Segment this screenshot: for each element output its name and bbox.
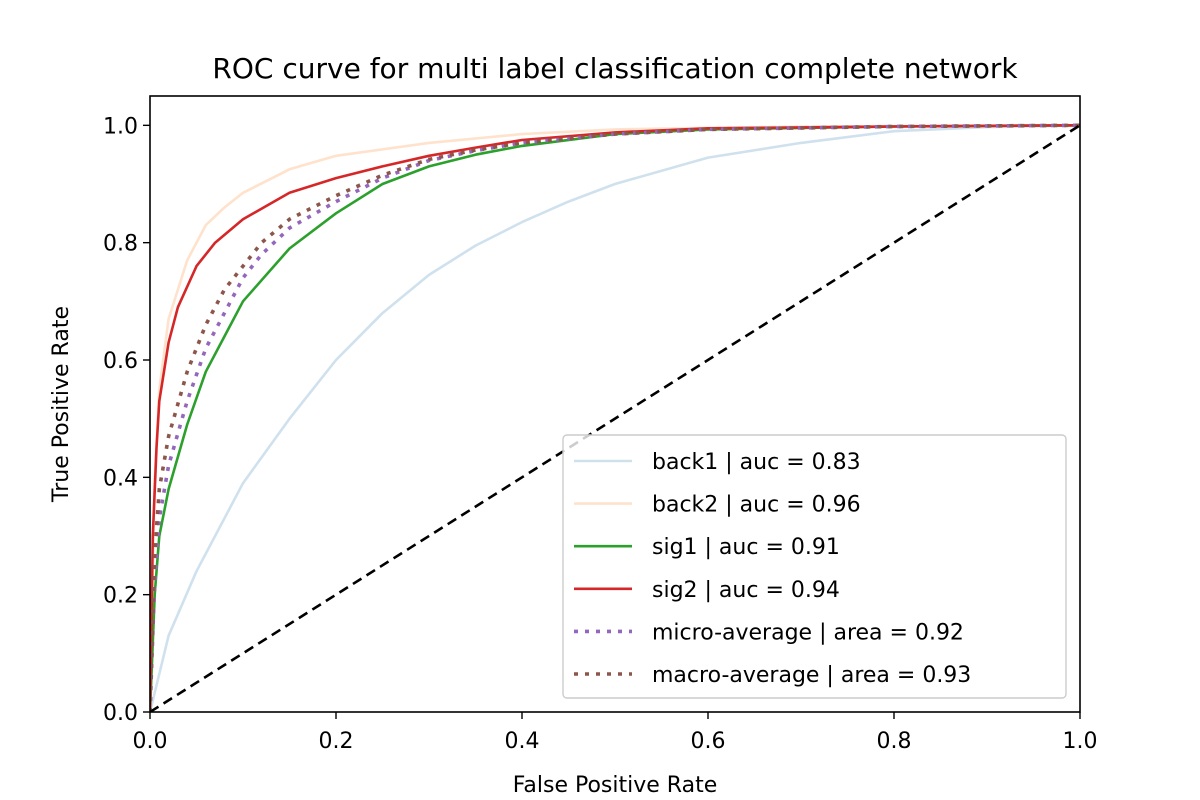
x-tick-label: 0.4 <box>505 729 540 754</box>
y-tick-label: 0.4 <box>103 466 138 491</box>
legend-label-5: micro-average | area = 0.92 <box>652 620 964 645</box>
series-line-3 <box>150 124 1080 712</box>
y-tick-label: 0.6 <box>103 349 138 374</box>
legend-label-6: macro-average | area = 0.93 <box>652 663 971 688</box>
y-axis-ticks: 0.0 0.2 0.4 0.6 0.8 1.0 <box>103 114 150 726</box>
series-line-1 <box>150 124 1080 712</box>
y-tick-label: 0.8 <box>103 232 138 257</box>
y-tick-label: 0.2 <box>103 584 138 609</box>
legend: back1 | auc = 0.83 back2 | auc = 0.96 sig1… <box>562 434 1067 699</box>
y-axis-label: True Positive Rate <box>49 306 74 503</box>
x-axis-ticks: 0.0 0.2 0.4 0.6 0.8 1.0 <box>133 712 1098 754</box>
y-tick-label: 0.0 <box>103 701 138 726</box>
plot-curves <box>150 123 1080 712</box>
legend-label-1: back1 | auc = 0.83 <box>652 450 861 475</box>
x-tick-label: 1.0 <box>1063 729 1098 754</box>
series-line-2 <box>150 124 1080 712</box>
x-tick-label: 0.2 <box>319 729 354 754</box>
legend-label-3: sig1 | auc = 0.91 <box>652 535 840 560</box>
legend-label-4: sig2 | auc = 0.94 <box>652 578 840 603</box>
chance-reference-line <box>150 124 1080 712</box>
legend-box <box>562 434 1067 699</box>
y-tick-label: 1.0 <box>103 114 138 139</box>
x-axis-label: False Positive Rate <box>513 773 717 798</box>
x-tick-label: 0.0 <box>133 729 168 754</box>
x-tick-label: 0.6 <box>691 729 726 754</box>
plot-frame <box>149 95 1081 713</box>
series-line-6 <box>150 123 1080 712</box>
legend-label-2: back2 | auc = 0.96 <box>652 493 861 518</box>
x-tick-label: 0.8 <box>877 729 912 754</box>
chart-title: ROC curve for multi label classification… <box>212 52 1018 85</box>
